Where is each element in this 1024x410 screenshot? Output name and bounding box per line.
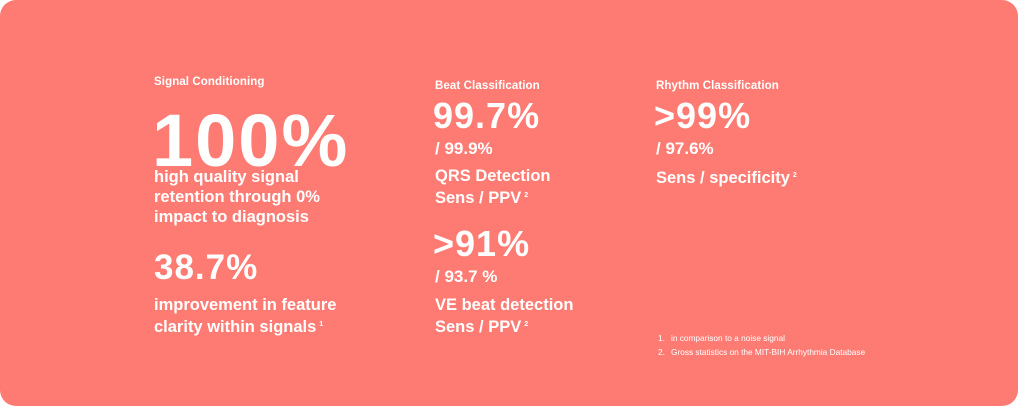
rhythm-desc-text: Sens / specificity (656, 169, 790, 187)
qrs-desc-line2: Sens / PPV 2 (435, 186, 528, 208)
footnotes-list: 1. in comparison to a noise signal 2. Gros… (658, 331, 865, 359)
footnote-item: 1. in comparison to a noise signal (658, 331, 865, 345)
rhythm-classification-label: Rhythm Classification (656, 80, 779, 92)
footnote-item: 2. Gross statistics on the MIT-BIH Arrhyt… (658, 345, 865, 359)
footnote-ref: 2 (792, 172, 797, 179)
footnote-ref: 1 (319, 321, 324, 328)
rhythm-desc: Sens / specificity 2 (656, 166, 797, 188)
feature-clarity-value: 38.7% (154, 248, 259, 287)
footnote-text: in comparison to a noise signal (671, 333, 785, 343)
beat-classification-label: Beat Classification (435, 80, 540, 92)
rhythm-specificity-value: / 97.6% (656, 139, 714, 158)
ve-sensitivity-value: >91% (433, 223, 531, 264)
signal-retention-desc-line2: retention through 0% (154, 188, 320, 206)
qrs-desc-line1: QRS Detection (435, 167, 551, 185)
footnote-number: 1. (658, 333, 665, 343)
signal-retention-desc-line3: impact to diagnosis (154, 208, 309, 226)
signal-conditioning-label: Signal Conditioning (154, 76, 265, 88)
ve-ppv-value: / 93.7 % (435, 267, 498, 286)
ve-desc-text: Sens / PPV (435, 318, 522, 336)
ve-desc-line1: VE beat detection (435, 296, 574, 314)
footnote-text: Gross statistics on the MIT-BIH Arrhythm… (671, 347, 866, 357)
footnote-ref: 2 (524, 192, 529, 199)
qrs-desc-text: Sens / PPV (435, 189, 522, 207)
qrs-sensitivity-value: 99.7% (433, 95, 541, 136)
ve-desc-line2: Sens / PPV 2 (435, 315, 528, 337)
signal-retention-value: 100% (152, 99, 350, 182)
qrs-ppv-value: / 99.9% (435, 139, 493, 158)
feature-clarity-desc-line2: clarity within signals 1 (154, 315, 323, 337)
footnote-ref: 2 (524, 321, 529, 328)
footnote-number: 2. (658, 347, 665, 357)
feature-clarity-desc-text: clarity within signals (154, 318, 317, 336)
feature-clarity-desc-line1: improvement in feature (154, 296, 337, 314)
rhythm-sensitivity-value: >99% (654, 95, 752, 136)
signal-retention-desc-line1: high quality signal (154, 168, 299, 186)
